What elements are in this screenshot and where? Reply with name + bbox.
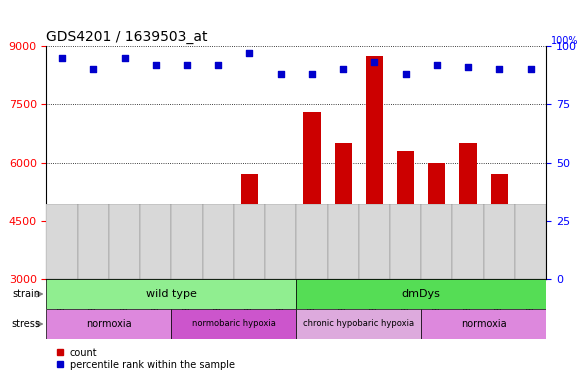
Point	[89, 66, 98, 73]
Point	[276, 71, 285, 77]
Bar	[522, 213, 539, 384]
Point	[245, 50, 254, 56]
Point	[464, 64, 473, 70]
Bar	[453, 204, 483, 279]
Bar	[116, 217, 133, 384]
Text: normoxia: normoxia	[86, 319, 132, 329]
Bar	[359, 204, 390, 279]
Bar	[483, 204, 515, 279]
Point	[307, 71, 317, 77]
Bar	[140, 204, 171, 279]
Bar	[171, 309, 296, 339]
Point	[494, 66, 504, 73]
Text: stress: stress	[12, 319, 41, 329]
Bar	[296, 309, 421, 339]
Point	[151, 62, 160, 68]
Bar	[303, 112, 321, 384]
Bar	[491, 174, 508, 384]
Bar	[234, 204, 265, 279]
Point	[370, 59, 379, 65]
Bar	[171, 204, 203, 279]
Bar	[421, 204, 453, 279]
Text: wild type: wild type	[146, 289, 197, 299]
Point	[526, 66, 535, 73]
Text: dmDys: dmDys	[402, 289, 440, 299]
Bar	[78, 204, 109, 279]
Bar	[265, 204, 296, 279]
Bar	[53, 220, 71, 384]
Bar	[335, 143, 352, 384]
Text: normoxia: normoxia	[461, 319, 507, 329]
Bar	[428, 162, 446, 384]
Point	[339, 66, 348, 73]
Text: strain: strain	[13, 289, 41, 299]
Bar	[46, 309, 171, 339]
Point	[182, 62, 192, 68]
Bar	[397, 151, 414, 384]
Bar	[296, 279, 546, 309]
Bar	[241, 174, 258, 384]
Bar	[85, 275, 102, 384]
Text: 100%: 100%	[551, 36, 579, 46]
Text: GDS4201 / 1639503_at: GDS4201 / 1639503_at	[46, 30, 208, 44]
Bar	[210, 244, 227, 384]
Point	[432, 62, 442, 68]
Bar	[421, 309, 546, 339]
Bar	[46, 279, 296, 309]
Bar	[46, 204, 78, 279]
Bar	[272, 221, 289, 384]
Bar	[515, 204, 546, 279]
Bar	[328, 204, 359, 279]
Bar	[203, 204, 234, 279]
Bar	[147, 250, 164, 384]
Point	[120, 55, 129, 61]
Bar	[178, 271, 196, 384]
Bar	[390, 204, 421, 279]
Point	[401, 71, 410, 77]
Text: normobaric hypoxia: normobaric hypoxia	[192, 319, 276, 328]
Bar	[460, 143, 476, 384]
Bar	[109, 204, 140, 279]
Bar	[366, 56, 383, 384]
Point	[58, 55, 67, 61]
Text: chronic hypobaric hypoxia: chronic hypobaric hypoxia	[303, 319, 414, 328]
Legend: count, percentile rank within the sample: count, percentile rank within the sample	[51, 344, 239, 374]
Bar	[296, 204, 328, 279]
Point	[214, 62, 223, 68]
